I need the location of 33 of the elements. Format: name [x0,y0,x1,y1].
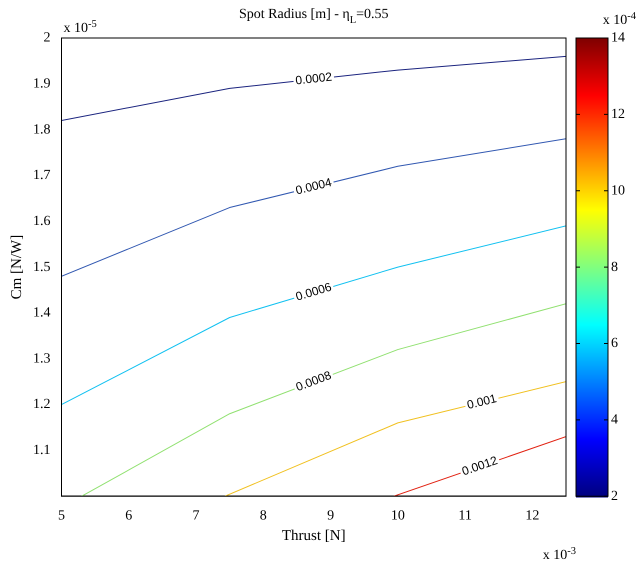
text: 0.0008 [294,368,334,394]
color-bar-label: 4 [611,412,618,428]
x-tick-label: 9 [327,508,334,524]
text: 0.0006 [294,280,334,304]
y-tick-label: 1.4 [33,306,50,321]
text: 0.001 [466,391,498,412]
x-tick-label: 12 [525,508,540,524]
text: 0.0002 [294,70,333,88]
x-tick-label: 7 [192,508,200,524]
color-bar-label: 14 [611,30,625,46]
color-bar-label: 2 [611,488,618,504]
text: 0.0004 [294,175,334,198]
y-tick-label: 1.7 [33,168,50,184]
color-bar-label: 10 [611,183,625,198]
x-tick-label: 5 [58,508,65,524]
x-tick-label: 10 [390,508,405,524]
color-bar-label: 8 [611,260,618,275]
y-tick-label: 1.5 [33,260,50,275]
y-tick-label: 1.6 [33,214,50,229]
color-bar-label: 6 [611,336,618,352]
text: 0.0012 [460,453,500,478]
color-bar-label: 12 [611,107,625,122]
y-tick-label: 1.3 [33,351,50,366]
y-axis-title: Cm [N/W] [8,234,25,300]
y-tick-label: 1.9 [33,76,50,92]
x-tick-label: 8 [260,508,267,524]
x-axis-title: Thrust [N] [282,528,346,544]
x-tick-label: 11 [458,508,472,524]
y-tick-label: 2 [44,30,50,46]
y-tick-label: 1.2 [33,397,50,412]
x-tick-label: 6 [125,508,132,524]
y-tick-label: 1.1 [33,443,50,458]
y-tick-label: 1.8 [33,122,50,138]
